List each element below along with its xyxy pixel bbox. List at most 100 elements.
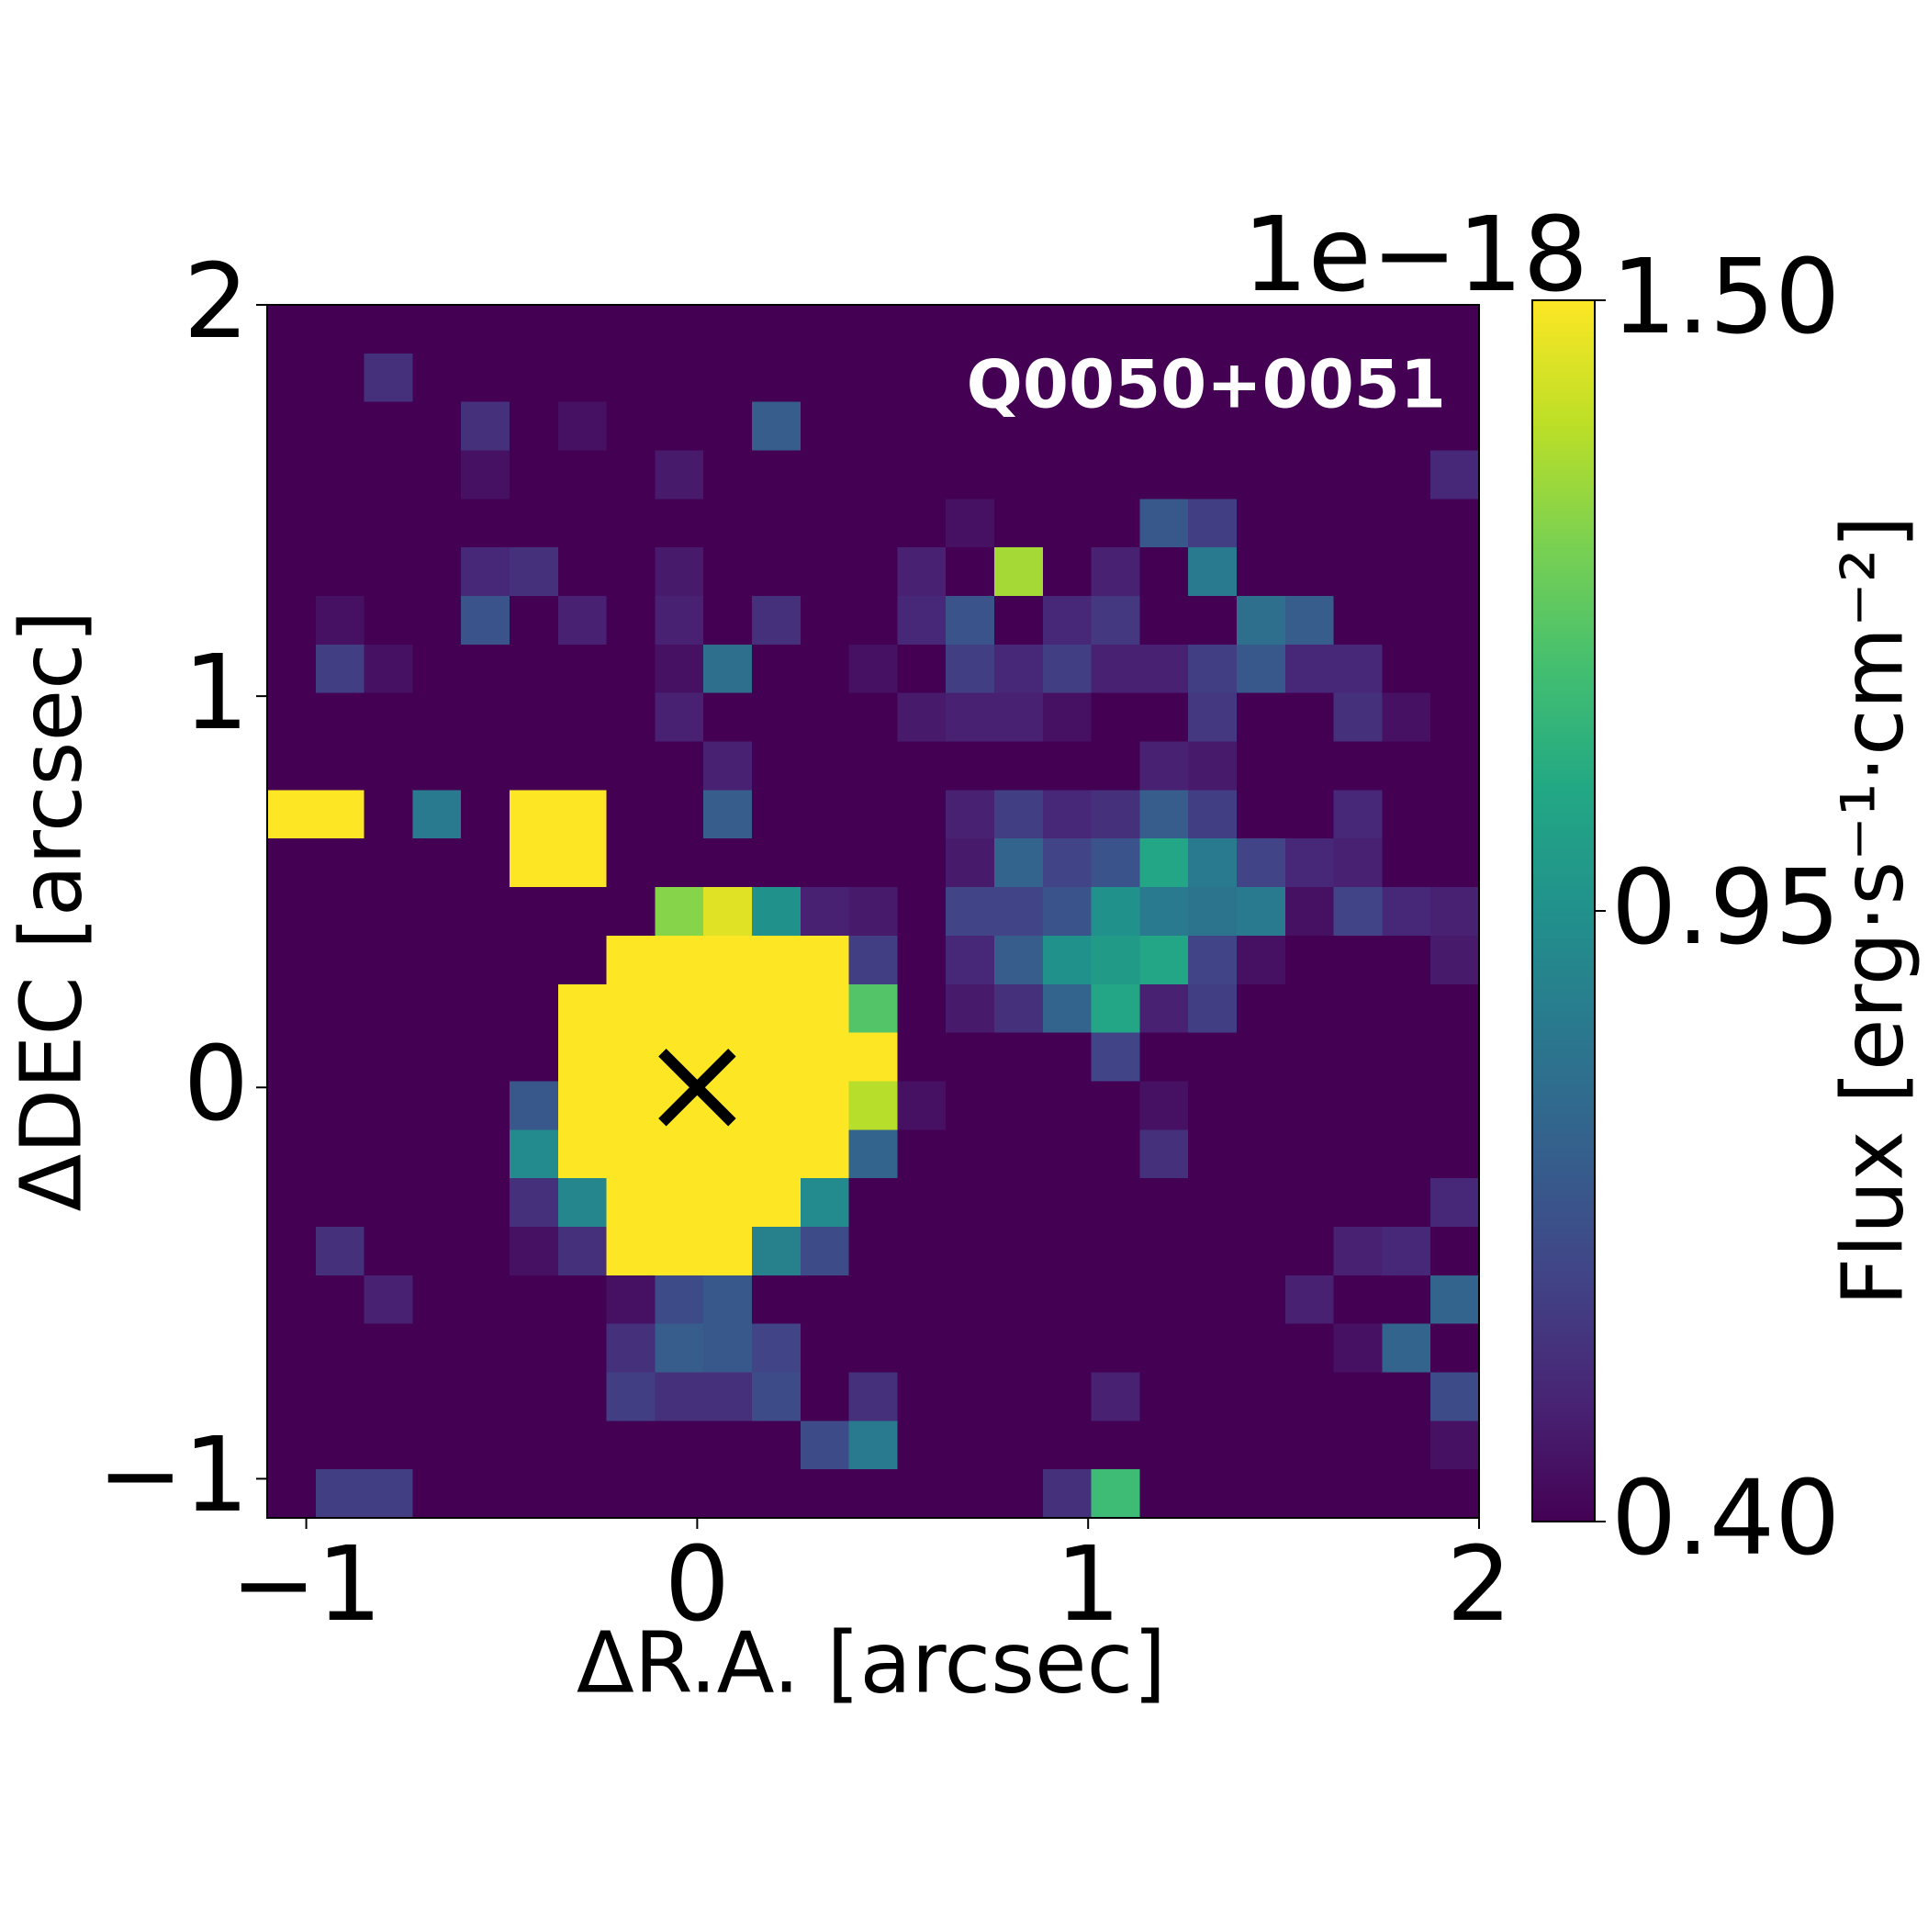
- heatmap-cell: [1284, 305, 1335, 354]
- heatmap-cell: [1284, 838, 1335, 888]
- heatmap-cell: [364, 983, 413, 1034]
- heatmap-cell: [1188, 838, 1238, 888]
- heatmap-cell: [510, 741, 559, 791]
- heatmap-cell: [1042, 741, 1093, 791]
- heatmap-cell: [1237, 887, 1286, 937]
- heatmap-cell: [848, 1226, 898, 1276]
- heatmap-cell: [848, 887, 898, 937]
- heatmap-cell: [557, 401, 608, 452]
- heatmap-cell: [752, 692, 801, 743]
- heatmap-cell: [557, 596, 608, 646]
- heatmap-cell: [461, 1275, 510, 1325]
- heatmap-cell: [1188, 790, 1238, 839]
- heatmap-cell: [1382, 983, 1431, 1034]
- heatmap-cell: [461, 1178, 510, 1228]
- heatmap-cell: [1382, 644, 1431, 694]
- heatmap-cell: [848, 1178, 898, 1228]
- heatmap-cell: [994, 305, 1044, 354]
- heatmap-cell: [461, 790, 510, 839]
- heatmap-cell: [897, 741, 947, 791]
- heatmap-cell: [703, 353, 753, 403]
- heatmap-cell: [1284, 596, 1335, 646]
- heatmap-cell: [800, 1129, 850, 1179]
- heatmap-cell: [557, 1372, 608, 1421]
- heatmap-cell: [1382, 887, 1431, 937]
- heatmap-cell: [1091, 741, 1140, 791]
- heatmap-cell: [703, 692, 753, 743]
- heatmap-cell: [655, 1129, 704, 1179]
- heatmap-cell: [510, 353, 559, 403]
- heatmap-cell: [315, 790, 365, 839]
- heatmap-cell: [655, 838, 704, 888]
- heatmap-cell: [897, 1323, 947, 1374]
- heatmap-cell: [510, 983, 559, 1034]
- heatmap-cell: [412, 1372, 462, 1421]
- heatmap-cell: [655, 547, 704, 597]
- heatmap-cell: [994, 1226, 1044, 1276]
- heatmap-cell: [1042, 983, 1093, 1034]
- heatmap-cell: [412, 935, 462, 985]
- heatmap-cell: [364, 401, 413, 452]
- heatmap-cell: [703, 983, 753, 1034]
- heatmap-cell: [1042, 1323, 1093, 1374]
- heatmap-cell: [267, 401, 317, 452]
- heatmap-cell: [606, 887, 656, 937]
- heatmap-cell: [994, 1421, 1044, 1470]
- heatmap-cell: [1284, 1032, 1335, 1083]
- heatmap-cell: [994, 983, 1044, 1034]
- heatmap-cell: [1333, 1129, 1383, 1179]
- heatmap-cell: [557, 644, 608, 694]
- heatmap-cell: [655, 1421, 704, 1470]
- heatmap-cell: [848, 983, 898, 1034]
- heatmap-cell: [1091, 305, 1140, 354]
- heatmap-cell: [315, 1129, 365, 1179]
- heatmap-cell: [315, 887, 365, 937]
- heatmap-cell: [1430, 1178, 1479, 1228]
- heatmap-cell: [1284, 887, 1335, 937]
- heatmap-cell: [897, 983, 947, 1034]
- heatmap-cell: [557, 692, 608, 743]
- heatmap-cell: [1333, 1323, 1383, 1374]
- heatmap-cell: [1382, 547, 1431, 597]
- plot-frame: [266, 304, 1480, 1519]
- heatmap-cell: [946, 401, 995, 452]
- heatmap-cell: [1042, 1032, 1093, 1083]
- heatmap-cell: [557, 1275, 608, 1325]
- heatmap-cell: [897, 935, 947, 985]
- heatmap-cell: [897, 353, 947, 403]
- heatmap-cell: [1188, 353, 1238, 403]
- heatmap-cell: [412, 790, 462, 839]
- heatmap-cell: [1188, 1032, 1238, 1083]
- y-tick-label: 2: [184, 242, 249, 362]
- heatmap-cell: [655, 1226, 704, 1276]
- heatmap-cell: [315, 401, 365, 452]
- heatmap-cell: [994, 838, 1044, 888]
- heatmap-cell: [1091, 790, 1140, 839]
- heatmap-cell: [1333, 401, 1383, 452]
- heatmap-cell: [994, 692, 1044, 743]
- heatmap-cell: [606, 935, 656, 985]
- heatmap-cell: [1284, 547, 1335, 597]
- heatmap-cell: [315, 1421, 365, 1470]
- heatmap-cell: [752, 1469, 801, 1518]
- heatmap-cell: [267, 1275, 317, 1325]
- heatmap-cell: [315, 1372, 365, 1421]
- heatmap-cell: [655, 935, 704, 985]
- heatmap-cell: [1188, 983, 1238, 1034]
- heatmap-cell: [1188, 935, 1238, 985]
- heatmap-cell: [267, 692, 317, 743]
- heatmap-cell: [364, 1469, 413, 1518]
- heatmap-cell: [1139, 644, 1189, 694]
- heatmap-cell: [1333, 887, 1383, 937]
- heatmap-cell: [1139, 1469, 1189, 1518]
- heatmap-cell: [267, 1032, 317, 1083]
- heatmap-cell: [1091, 499, 1140, 548]
- heatmap-cell: [1237, 935, 1286, 985]
- heatmap-cell: [1139, 547, 1189, 597]
- heatmap-cell: [1091, 1421, 1140, 1470]
- heatmap-cell: [364, 1323, 413, 1374]
- heatmap-cell: [946, 1469, 995, 1518]
- heatmap-cell: [1139, 1081, 1189, 1130]
- heatmap-cell: [461, 499, 510, 548]
- heatmap-cell: [1091, 1178, 1140, 1228]
